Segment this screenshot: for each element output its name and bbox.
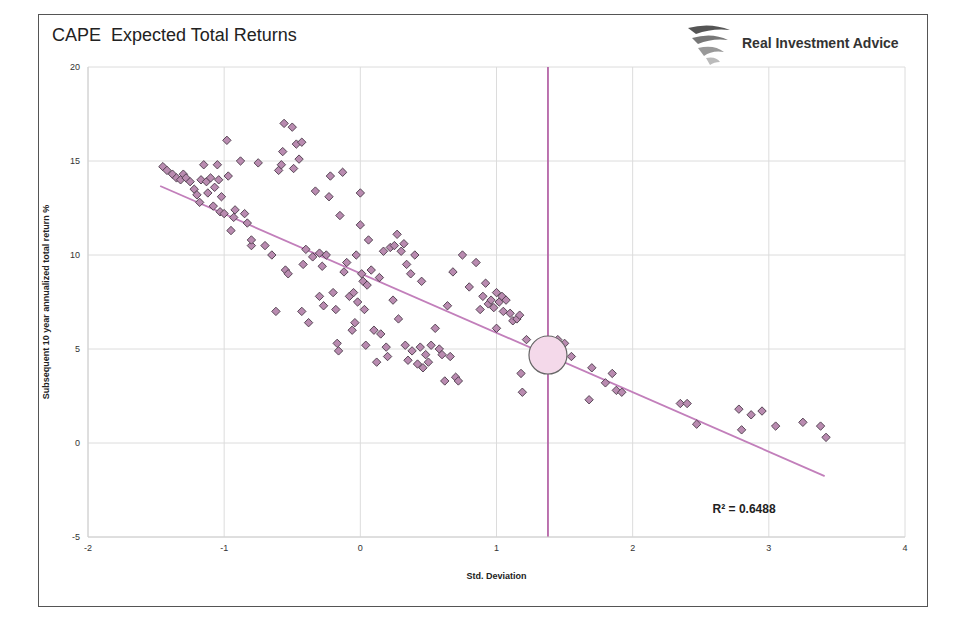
svg-text:5: 5 xyxy=(75,344,80,354)
svg-text:0: 0 xyxy=(75,438,80,448)
svg-text:0: 0 xyxy=(358,543,363,553)
svg-text:R² = 0.6488: R² = 0.6488 xyxy=(713,502,776,516)
svg-text:4: 4 xyxy=(902,543,907,553)
svg-text:2: 2 xyxy=(630,543,635,553)
svg-text:3: 3 xyxy=(766,543,771,553)
svg-text:Std. Deviation: Std. Deviation xyxy=(466,571,526,581)
svg-text:15: 15 xyxy=(70,156,80,166)
svg-text:1: 1 xyxy=(494,543,499,553)
svg-text:Subsequent 10 year annualized: Subsequent 10 year annualized total retu… xyxy=(41,205,51,400)
html-text:CAPE Expected Total Returns: CAPE Expected Total Returns xyxy=(52,25,297,45)
svg-text:-5: -5 xyxy=(72,532,80,542)
svg-text:20: 20 xyxy=(70,62,80,72)
svg-text:-2: -2 xyxy=(84,543,92,553)
svg-text:-1: -1 xyxy=(220,543,228,553)
svg-text:10: 10 xyxy=(70,250,80,260)
html-text:Real Investment Advice: Real Investment Advice xyxy=(742,35,899,51)
